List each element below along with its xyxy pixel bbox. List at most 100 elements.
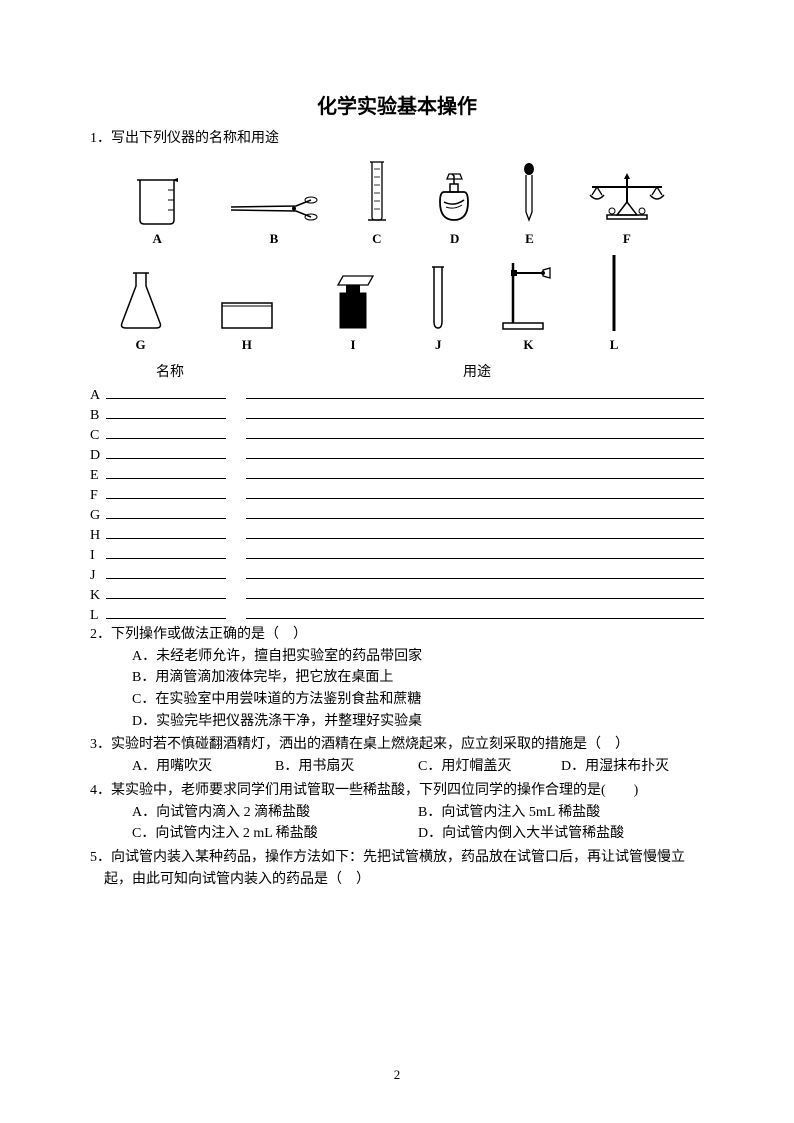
blank[interactable] (106, 403, 226, 419)
apparatus-a: A (132, 172, 182, 247)
apparatus-row-1: A B C D (90, 157, 704, 247)
q2-opt-b: B．用滴管滴加液体完毕，把它放在桌面上 (132, 667, 704, 689)
stand-icon (498, 258, 558, 333)
q4-options: A．向试管内滴入 2 滴稀盐酸B．向试管内注入 5mL 稀盐酸 C．向试管内注入… (90, 802, 704, 845)
label-d: D (450, 231, 459, 247)
blank[interactable] (246, 583, 704, 599)
fill-row: G (90, 503, 704, 522)
label-l: L (610, 337, 619, 353)
apparatus-row-2: G H I J K (90, 253, 704, 353)
fill-table-header: 名称 用途 (90, 361, 704, 381)
fill-row: J (90, 563, 704, 582)
label-c: C (372, 231, 381, 247)
fill-row: K (90, 583, 704, 602)
blank[interactable] (246, 543, 704, 559)
blank[interactable] (106, 423, 226, 439)
apparatus-b: B (226, 192, 321, 247)
q3-options: A．用嘴吹灭 B．用书扇灭 C．用灯帽盖灭 D．用湿抹布扑灭 (90, 756, 704, 778)
fill-rows: A B C D E F G H I J K L (90, 383, 704, 622)
label-i: I (351, 337, 356, 353)
apparatus-l: L (610, 253, 619, 353)
apparatus-g: G (116, 268, 166, 353)
label-a: A (152, 231, 161, 247)
fill-row: D (90, 443, 704, 462)
q5-text: 5．向试管内装入某种药品，操作方法如下：先把试管横放，药品放在试管口后，再让试管… (90, 847, 704, 890)
q2-text: 2．下列操作或做法正确的是（ ） (90, 624, 704, 646)
label-j: J (435, 337, 442, 353)
blank[interactable] (246, 603, 704, 619)
fill-row: F (90, 483, 704, 502)
apparatus-k: K (498, 258, 558, 353)
q2-options: A．未经老师允许，擅自把实验室的药品带回家 B．用滴管滴加液体完毕，把它放在桌面… (90, 646, 704, 733)
apparatus-e: E (521, 162, 537, 247)
blank[interactable] (246, 403, 704, 419)
label-k: K (523, 337, 533, 353)
apparatus-h: H (217, 293, 277, 353)
q4-text: 4．某实验中，老师要求同学们用试管取一些稀盐酸，下列四位同学的操作合理的是( ) (90, 780, 704, 802)
fill-row: H (90, 523, 704, 542)
dropper-icon (521, 162, 537, 227)
blank[interactable] (106, 523, 226, 539)
q2-opt-d: D．实验完毕把仪器洗涤干净，并整理好实验桌 (132, 711, 704, 733)
label-e: E (525, 231, 534, 247)
q4-opt-b: B．向试管内注入 5mL 稀盐酸 (418, 802, 704, 824)
blank[interactable] (106, 543, 226, 559)
apparatus-f: F (582, 167, 672, 247)
q4-opt-a: A．向试管内滴入 2 滴稀盐酸 (132, 802, 418, 824)
beaker-icon (132, 172, 182, 227)
blank[interactable] (246, 563, 704, 579)
blank[interactable] (106, 603, 226, 619)
fill-row: C (90, 423, 704, 442)
blank[interactable] (246, 463, 704, 479)
flask-icon (116, 268, 166, 333)
apparatus-j: J (429, 263, 447, 353)
q2-opt-c: C．在实验室中用尝味道的方法鉴别食盐和蔗糖 (132, 689, 704, 711)
q3-opt-d: D．用湿抹布扑灭 (561, 756, 704, 778)
alcohol-lamp-icon (432, 172, 477, 227)
fill-row: B (90, 403, 704, 422)
page-number: 2 (0, 1067, 794, 1083)
blank[interactable] (246, 503, 704, 519)
q1-text: 1．写出下列仪器的名称和用途 (90, 127, 704, 147)
dish-icon (217, 293, 277, 333)
bottle-icon (328, 273, 378, 333)
q3-opt-c: C．用灯帽盖灭 (418, 756, 561, 778)
tongs-icon (226, 192, 321, 227)
cylinder-icon (366, 157, 388, 227)
label-b: B (270, 231, 279, 247)
apparatus-c: C (366, 157, 388, 247)
blank[interactable] (106, 583, 226, 599)
blank[interactable] (246, 483, 704, 499)
label-f: F (623, 231, 631, 247)
label-h: H (242, 337, 252, 353)
apparatus-d: D (432, 172, 477, 247)
fill-row: E (90, 463, 704, 482)
blank[interactable] (106, 463, 226, 479)
blank[interactable] (106, 383, 226, 399)
q2-opt-a: A．未经老师允许，擅自把实验室的药品带回家 (132, 646, 704, 668)
page-title: 化学实验基本操作 (90, 90, 704, 119)
header-name: 名称 (90, 361, 250, 381)
blank[interactable] (246, 523, 704, 539)
q4-opt-d: D．向试管内倒入大半试管稀盐酸 (418, 823, 704, 845)
q4-opt-c: C．向试管内注入 2 mL 稀盐酸 (132, 823, 418, 845)
q3-text: 3．实验时若不慎碰翻酒精灯，洒出的酒精在桌上燃烧起来，应立刻采取的措施是（ ） (90, 734, 704, 756)
fill-row: I (90, 543, 704, 562)
q3-opt-a: A．用嘴吹灭 (132, 756, 275, 778)
q3-opt-b: B．用书扇灭 (275, 756, 418, 778)
glass-rod-icon (610, 253, 618, 333)
blank[interactable] (106, 443, 226, 459)
apparatus-i: I (328, 273, 378, 353)
test-tube-icon (429, 263, 447, 333)
fill-row: L (90, 603, 704, 622)
blank[interactable] (106, 503, 226, 519)
blank[interactable] (246, 443, 704, 459)
blank[interactable] (246, 383, 704, 399)
header-use: 用途 (250, 361, 704, 381)
balance-icon (582, 167, 672, 227)
blank[interactable] (106, 483, 226, 499)
blank[interactable] (106, 563, 226, 579)
blank[interactable] (246, 423, 704, 439)
label-g: G (136, 337, 146, 353)
fill-row: A (90, 383, 704, 402)
